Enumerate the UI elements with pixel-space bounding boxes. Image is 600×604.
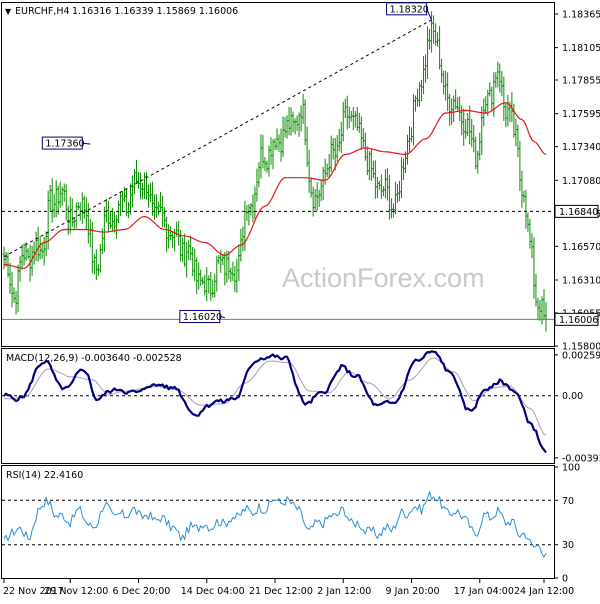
macd-axis-label: 0.002592 [562,350,600,361]
price-axis-label: 1.16310 [562,275,600,286]
axis-layer: 1.18365 1.18105 1.17855 1.17595 1.17340 1.170… [3,10,600,597]
header-arrow-icon: ▼ [5,7,12,16]
price-annotation-label: 1.18320 [390,4,429,15]
level-value-tag-label: 1.16840 [559,207,598,218]
x-axis-label: 17 Jan 04:00 [454,586,514,597]
macd-line [3,350,547,454]
macd-layer [2,350,554,454]
x-axis-label: 21 Dec 12:00 [249,586,313,597]
price-layer: 1.18320 1.17360 1.16020 [2,2,554,332]
price-annotation: 1.18320 [386,2,433,21]
price-axis-label: 1.15800 [562,342,600,353]
last-price-tag: 1.16006 [554,312,599,326]
last-price-tag-label: 1.16006 [559,315,598,326]
price-axis-label: 1.17595 [562,109,600,120]
x-axis-label: 9 Jan 20:00 [386,586,440,597]
macd-axis-label: -0.003937 [562,453,600,464]
price-panel-frame [1,2,555,347]
price-annotation-label: 1.16020 [183,312,222,323]
x-axis-label: 22 Nov 2017 [3,586,64,597]
price-annotation-label: 1.17360 [45,139,84,150]
price-axis-label: 1.17855 [562,76,600,87]
x-axis-label: 14 Dec 04:00 [181,586,245,597]
x-axis-label: 2 Jan 12:00 [317,586,371,597]
price-axis-label: 1.16570 [562,242,600,253]
x-axis-label: 6 Dec 20:00 [113,586,171,597]
x-axis-label: 24 Jan 12:00 [514,586,574,597]
level-value-tag: 1.16840 [554,204,599,218]
rsi-panel-frame [1,465,555,579]
x-axis-label: 29 Nov 12:00 [44,586,108,597]
rsi-axis-label: 70 [562,496,574,507]
macd-signal-line [3,357,547,436]
rsi-title: RSI(14) 22.4160 [6,470,83,481]
moving-average-line [3,102,547,269]
rsi-axis-label: 0 [562,574,568,585]
symbol-label: EURCHF,H4 [15,6,70,17]
price-axis-label: 1.18105 [562,43,600,54]
macd-axis-label: 0.00 [562,391,583,402]
rsi-axis-label: 30 [562,540,574,551]
price-annotation: 1.16020 [179,310,225,324]
rsi-line [3,491,547,558]
macd-title: MACD(12,26,9) -0.003640 -0.002528 [6,353,182,364]
price-axis-label: 1.17340 [562,142,600,153]
watermark: ActionForex.com [282,263,485,293]
price-annotation: 1.17360 [41,136,91,150]
macd-panel-frame [1,348,555,464]
ohlc-label: 1.16316 1.16339 1.15869 1.16006 [72,6,238,17]
price-axis-label: 1.18365 [562,10,600,21]
price-axis-label: 1.17080 [562,176,600,187]
rsi-axis-label: 100 [562,463,580,474]
rsi-layer [2,491,554,558]
